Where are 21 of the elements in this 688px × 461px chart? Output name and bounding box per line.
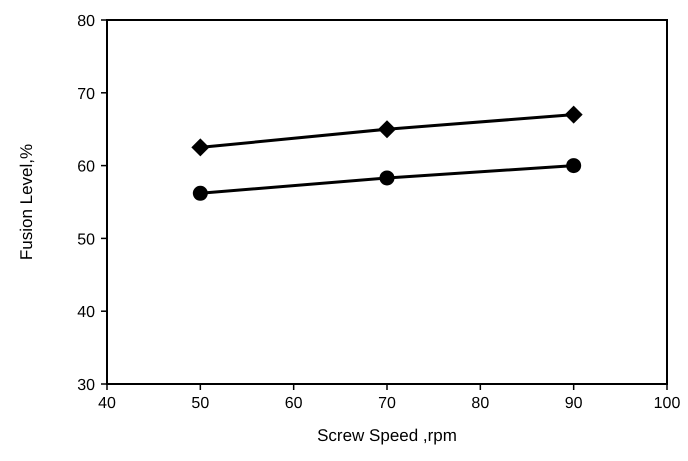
- y-axis-title: Fusion Level,%: [17, 144, 36, 260]
- point: [566, 158, 582, 174]
- x-tick-label: 90: [564, 395, 583, 412]
- point: [192, 186, 208, 201]
- point: [191, 138, 210, 156]
- x-tick-label: 40: [98, 395, 116, 412]
- x-tick-label: 60: [284, 395, 303, 412]
- x-tick-label: 50: [191, 395, 210, 412]
- y-tick-label: 80: [77, 13, 96, 30]
- y-tick-label: 40: [77, 304, 96, 322]
- y-tick-label: 60: [77, 158, 96, 176]
- point: [380, 170, 394, 186]
- y-tick-label: 30: [77, 377, 96, 394]
- point: [378, 120, 396, 138]
- x-tick-label: 100: [654, 395, 680, 412]
- x-tick-label: 70: [378, 395, 396, 412]
- x-axis-title: Screw Speed ,rpm: [317, 426, 457, 445]
- y-tick-label: 70: [77, 86, 96, 103]
- point: [564, 106, 583, 124]
- y-tick-label: 50: [77, 231, 96, 248]
- x-tick-label: 80: [471, 395, 490, 412]
